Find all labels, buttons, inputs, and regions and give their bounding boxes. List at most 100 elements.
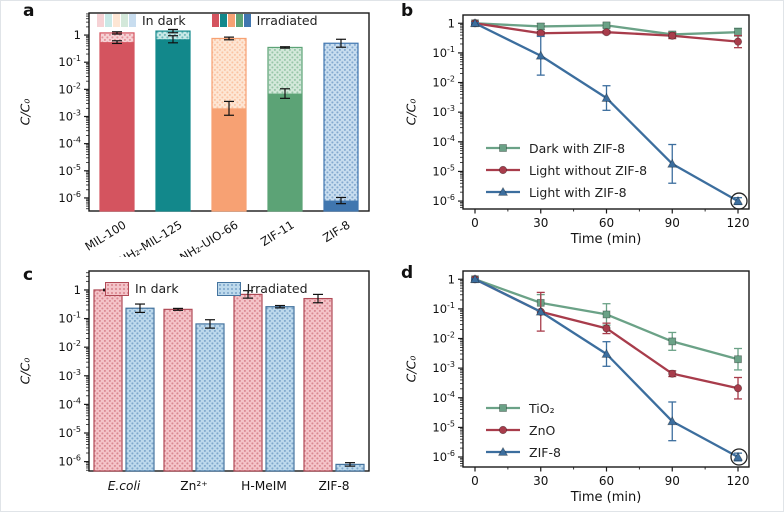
panel-a-chart: 1 10-1 10-2 10-3 10-4 10-5 10-6MIL-100NH₂-MIL-… xyxy=(58,12,370,257)
triangle-marker xyxy=(732,451,744,461)
y-axis-label-c: C/C₀ xyxy=(17,357,33,385)
legend-item-irradiated: Irradiated xyxy=(211,13,318,28)
y-tick-label: 10-6 xyxy=(58,454,81,469)
bar-irradiated xyxy=(265,306,295,472)
y-tick-label: 10-5 xyxy=(58,425,81,440)
legend-item: ZIF-8 xyxy=(485,441,561,463)
square-marker xyxy=(668,337,677,346)
bar-in-dark xyxy=(93,289,123,472)
legend-item: ZnO xyxy=(485,419,561,441)
panel-c-chart: 1 10-1 10-2 10-3 10-4 10-5 10-6 E.coli Zn²⁺ H-MeI… xyxy=(58,270,370,493)
y-tick-label: 10-4 xyxy=(58,136,81,151)
x-tick-label: 60 xyxy=(599,216,614,230)
y-tick-label: 10-2 xyxy=(58,339,81,354)
y-axis-label-b: C/C₀ xyxy=(403,98,419,126)
category-label: E.coli xyxy=(108,479,141,493)
legend-swatch xyxy=(121,14,128,27)
highlight-circle xyxy=(730,192,748,210)
y-tick-label: 10-5 xyxy=(58,163,81,178)
square-marker xyxy=(499,404,507,412)
bar-in-dark xyxy=(233,293,263,472)
triangle-legend-glyph xyxy=(486,186,520,196)
panel-label-a: a xyxy=(23,1,35,21)
legend-swatch xyxy=(113,14,120,27)
y-tick-label: 1 xyxy=(74,28,81,42)
y-tick-label: 10-3 xyxy=(432,104,455,119)
category-label: MIL-100 xyxy=(82,218,128,254)
x-tick-label: 30 xyxy=(533,474,548,488)
legend-swatch xyxy=(243,14,251,27)
legend-label: ZIF-8 xyxy=(529,444,561,460)
square-marker xyxy=(602,21,611,30)
panel-label-c: c xyxy=(23,265,34,285)
legend-item: Light with ZIF-8 xyxy=(485,181,647,203)
x-tick-label: 120 xyxy=(727,474,750,488)
x-tick-label: 90 xyxy=(665,474,680,488)
square-marker xyxy=(602,310,611,319)
legend-swatch xyxy=(219,14,227,27)
category-label: ZIF-8 xyxy=(318,479,349,493)
legend-item-in-dark: In dark xyxy=(97,13,186,28)
legend-label: TiO₂ xyxy=(529,400,555,416)
circle-marker xyxy=(733,384,743,393)
legend-c: In dark Irradiated xyxy=(105,281,308,296)
bar-in-dark xyxy=(163,308,193,472)
triangle-marker-icon xyxy=(485,185,521,199)
bar-irradiated xyxy=(212,108,246,211)
irradiated-swatch xyxy=(216,281,241,296)
triangle-marker-icon xyxy=(485,445,521,459)
triangle-marker xyxy=(667,416,678,426)
x-axis-label-b: Time (min) xyxy=(570,232,642,247)
legend-swatch xyxy=(129,14,136,27)
panel-a: 1 10-1 10-2 10-3 10-4 10-5 10-6 MIL-100 NH₂-MIL-… xyxy=(1,1,393,257)
irradiated-label: Irradiated xyxy=(246,281,308,296)
square-marker xyxy=(734,28,742,37)
x-tick-label: 90 xyxy=(665,216,680,230)
in-dark-label: In dark xyxy=(142,13,186,28)
in-dark-swatch xyxy=(105,281,129,296)
panel-label-d: d xyxy=(401,263,414,283)
panel-label-b: b xyxy=(401,1,414,21)
square-marker-icon xyxy=(485,401,521,415)
circle-marker xyxy=(602,324,611,333)
circle-marker xyxy=(733,37,743,46)
y-tick-label: 10-4 xyxy=(432,134,455,149)
square-legend-glyph xyxy=(486,144,520,152)
in-dark-swatches xyxy=(97,14,136,27)
triangle-marker xyxy=(535,50,546,60)
y-tick-label: 10-5 xyxy=(432,163,455,178)
legend-swatch xyxy=(211,14,219,27)
legend-a: In dark Irradiated xyxy=(97,13,318,28)
x-tick-label: 0 xyxy=(471,216,479,230)
circle-legend-glyph xyxy=(486,165,520,175)
legend-item-irradiated: Irradiated xyxy=(216,281,308,296)
legend-swatch xyxy=(235,14,243,27)
y-axis-label-d: C/C₀ xyxy=(403,355,419,383)
x-tick-label: 0 xyxy=(471,474,479,488)
legend-swatch xyxy=(105,14,112,27)
legend-swatch xyxy=(227,14,235,27)
triangle-marker xyxy=(601,92,612,102)
y-tick-label: 10-2 xyxy=(432,331,455,346)
y-tick-label: 1 xyxy=(448,272,455,286)
y-tick-label: 10-2 xyxy=(432,75,455,90)
plot-frame xyxy=(88,270,370,472)
square-marker xyxy=(734,355,742,364)
legend-item: Dark with ZIF-8 xyxy=(485,137,647,159)
y-tick-label: 10-1 xyxy=(58,54,81,69)
y-axis-label-a: C/C₀ xyxy=(17,98,33,126)
highlight-circle xyxy=(730,448,748,466)
triangle-marker xyxy=(497,446,509,456)
panel-b-chart: 1 10-1 10-2 10-3 10-4 10-5 10-6 0 30 60 90 120 xyxy=(432,14,750,230)
x-tick-label: 120 xyxy=(727,216,750,230)
irradiated-label: Irradiated xyxy=(256,13,318,28)
y-tick-label: 10-6 xyxy=(432,193,455,208)
category-label: NH₂-UIO-66 xyxy=(177,218,240,257)
in-dark-label: In dark xyxy=(135,281,179,296)
panel-c: 1 10-1 10-2 10-3 10-4 10-5 10-6 E.coli Zn²⁺ H-MeI… xyxy=(1,257,393,511)
circle-legend-glyph xyxy=(486,425,520,435)
triangle-marker xyxy=(469,274,481,284)
triangle-marker xyxy=(601,348,612,358)
circle-marker xyxy=(498,165,508,175)
legend-swatch xyxy=(97,14,104,27)
